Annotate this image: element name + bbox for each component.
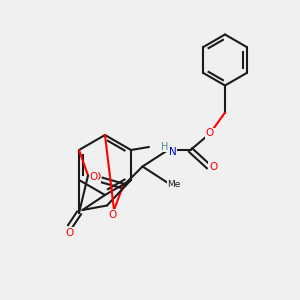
Text: N: N xyxy=(169,147,176,158)
Text: O: O xyxy=(206,128,214,139)
Text: O: O xyxy=(209,161,217,172)
Text: O: O xyxy=(89,172,98,182)
Text: O: O xyxy=(92,172,101,182)
Text: O: O xyxy=(108,209,117,220)
Text: H: H xyxy=(161,142,169,152)
Text: Me: Me xyxy=(167,180,181,189)
Text: O: O xyxy=(65,227,74,238)
